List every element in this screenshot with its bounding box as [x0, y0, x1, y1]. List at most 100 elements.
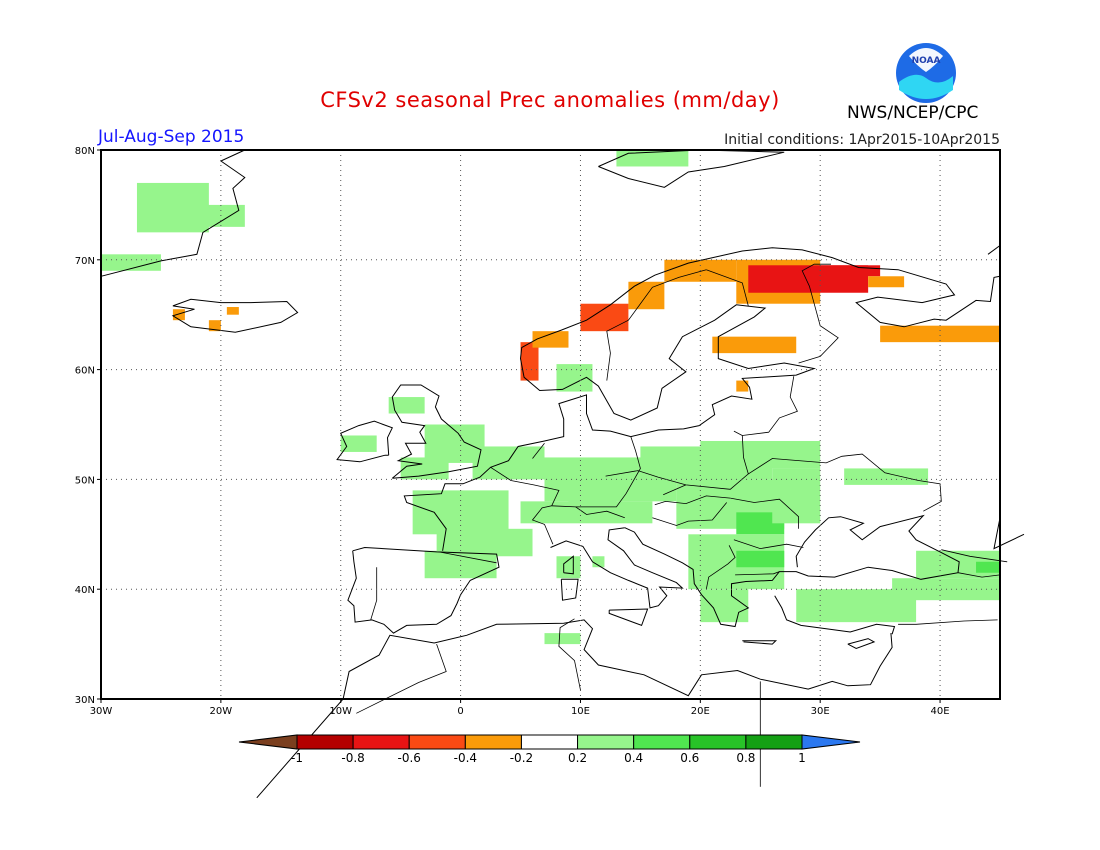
- colorbar-tick-label: -0.2: [509, 751, 534, 765]
- anomaly-cell-greenland-mid: [172, 204, 245, 227]
- border-20: [957, 572, 1001, 578]
- anomaly-cell-greenland-south: [101, 254, 161, 271]
- anomaly-cell-belarus: [700, 440, 821, 469]
- lat-tick-label: 40N: [75, 585, 95, 596]
- border-21: [898, 619, 998, 625]
- noaa-logo: NOAA: [896, 43, 956, 103]
- coastline-8: [256, 619, 893, 799]
- colorbar-extend-high: [801, 734, 861, 750]
- period-label: Jul-Aug-Sep 2015: [98, 127, 245, 147]
- border-12: [705, 545, 736, 590]
- border-16: [798, 263, 839, 364]
- anomaly-cell-france-west: [412, 490, 509, 535]
- border-7: [663, 484, 687, 496]
- colorbar-tick-label: -0.6: [397, 751, 421, 765]
- border-4: [532, 442, 545, 459]
- border-15: [748, 453, 942, 512]
- border-1: [370, 567, 378, 621]
- anomaly-cell-svalbard: [616, 150, 689, 167]
- colorbar-extend-low: [238, 734, 298, 750]
- lon-tick-label: 40E: [931, 706, 950, 717]
- colorbar-bin: [296, 734, 354, 750]
- lat-tick-label: 30N: [75, 695, 95, 706]
- noaa-logo-wave: [899, 74, 953, 99]
- coastlines: [100, 149, 1025, 799]
- colorbar-bin: [689, 734, 747, 750]
- coastline-17: [847, 638, 876, 650]
- colorbar-tick-label: 0.4: [624, 751, 644, 765]
- anomaly-cell-tunisia: [544, 633, 581, 645]
- colorbar-bin: [520, 734, 579, 750]
- coastline-3: [391, 384, 482, 479]
- lon-tick-label: 0: [457, 706, 463, 717]
- anomaly-cell-iceland-sw: [208, 320, 221, 332]
- anomaly-cell-norway-coast-2: [532, 331, 569, 348]
- coastline-11: [598, 149, 785, 188]
- border-18: [606, 269, 707, 381]
- colorbar-tick-label: 0.6: [680, 751, 700, 765]
- lat-tick-label: 80N: [75, 146, 95, 157]
- coastline-6: [624, 514, 960, 628]
- border-11: [733, 539, 804, 550]
- lon-tick-label: 30W: [90, 706, 113, 717]
- anomaly-cell-iceland-e: [226, 307, 239, 315]
- coastline-15: [563, 555, 574, 575]
- colorbar-tick-label: 0.8: [736, 751, 756, 765]
- lon-tick-label: 20W: [210, 706, 233, 717]
- border-22: [558, 618, 581, 691]
- coastline-9: [171, 298, 299, 333]
- coastline-12: [987, 245, 1001, 255]
- lon-tick-label: 10E: [571, 706, 590, 717]
- anomaly-cell-alps-green: [520, 501, 653, 524]
- colorbar-tick-label: 0.2: [568, 751, 588, 765]
- border-19: [941, 549, 1008, 563]
- anomaly-cell-russia-west: [844, 468, 929, 485]
- coastline-14: [560, 578, 579, 601]
- lon-tick-label: 20E: [691, 706, 710, 717]
- anomaly-cell-caucasus-dark: [976, 561, 1000, 573]
- border-23: [356, 643, 447, 714]
- border-6: [605, 430, 749, 490]
- anomaly-cell-bulgaria-dark: [736, 550, 785, 568]
- lon-tick-label: 30E: [811, 706, 830, 717]
- border-5: [575, 506, 625, 519]
- lon-tick-label: 10W: [329, 706, 352, 717]
- lat-tick-label: 50N: [75, 475, 95, 486]
- coastline-5: [550, 527, 684, 609]
- border-14: [742, 376, 798, 436]
- anomaly-cell-sardinia: [556, 556, 581, 579]
- coastline-1: [403, 394, 631, 551]
- anomaly-cell-ireland: [340, 435, 377, 452]
- border-17: [706, 269, 749, 307]
- anomaly-cell-kola-red: [820, 265, 881, 277]
- anomaly-cell-greece: [700, 589, 749, 623]
- anomaly-cell-romania-dark: [736, 512, 785, 535]
- noaa-logo-text: NOAA: [912, 56, 941, 66]
- colorbar-bin: [352, 734, 410, 750]
- colorbar-tick-label: -0.8: [341, 751, 365, 765]
- anomaly-regions: [101, 150, 1000, 645]
- colorbar-bin: [464, 734, 522, 750]
- coastline-16: [742, 640, 778, 645]
- border-10: [730, 497, 799, 529]
- initial-conditions-label: Initial conditions: 1Apr2015-10Apr2015: [724, 132, 1000, 148]
- anomaly-cell-uk-north: [388, 397, 425, 414]
- coastline-2: [519, 247, 1001, 438]
- border-13: [735, 571, 780, 576]
- colorbar-tick-label: 1: [798, 751, 806, 765]
- coastline-7: [774, 595, 896, 635]
- agency-label: NWS/NCEP/CPC: [847, 103, 979, 123]
- lat-tick-label: 60N: [75, 366, 95, 377]
- anomaly-cell-arkhangelsk: [880, 325, 1000, 343]
- main-title: CFSv2 seasonal Prec anomalies (mm/day): [320, 88, 780, 112]
- colorbar-tick-label: -1: [291, 751, 303, 765]
- anomaly-cell-norway-coast-1: [520, 342, 539, 381]
- coastline-18: [993, 517, 1025, 550]
- noaa-logo-bird: [909, 48, 943, 72]
- anomaly-cell-italy-dot: [592, 556, 605, 568]
- lat-tick-label: 70N: [75, 256, 95, 267]
- coastline-10: [100, 149, 246, 277]
- coastline-0: [347, 546, 500, 634]
